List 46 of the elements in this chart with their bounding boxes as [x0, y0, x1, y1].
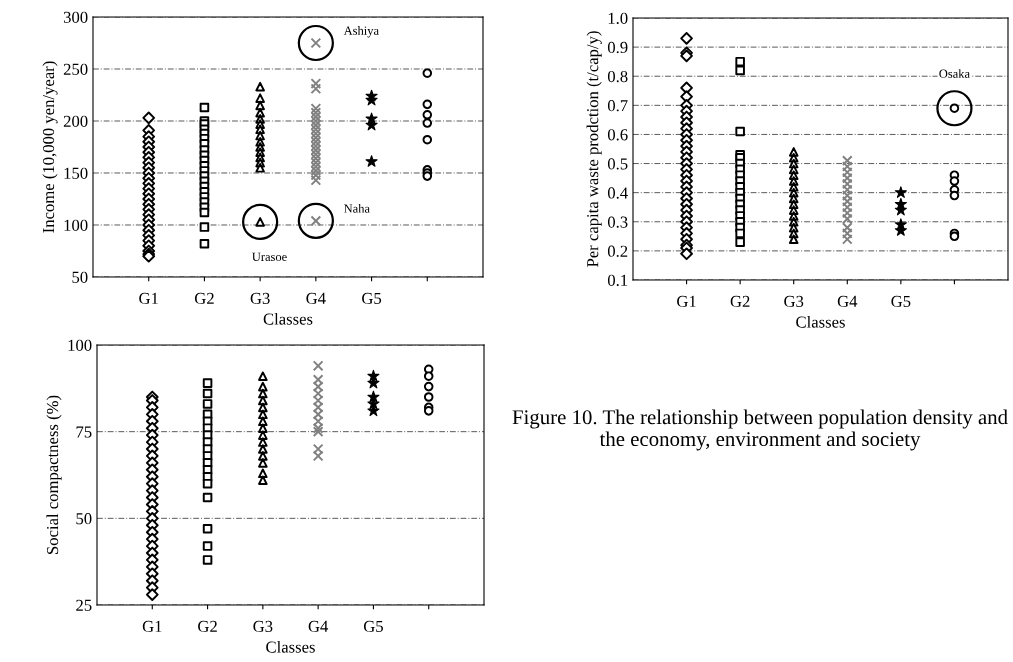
y-axis-title: Per capita waste prodction (t/cap/y) — [586, 31, 602, 267]
x-tick-label: G2 — [194, 292, 214, 305]
x-tick-label: G3 — [253, 620, 273, 633]
x-tick-label: G5 — [362, 292, 382, 305]
y-tick-label: 0.2 — [607, 245, 628, 257]
y-tick-label: 0.7 — [607, 100, 628, 112]
y-tick-label: 1.0 — [608, 12, 628, 25]
x-axis-title: Classes — [266, 640, 315, 653]
y-tick-label: 0.5 — [607, 158, 628, 170]
x-tick-label: G4 — [306, 292, 326, 305]
x-tick-label: G4 — [308, 620, 329, 633]
x-tick-label: G1 — [139, 292, 158, 305]
y-tick-label: 300 — [63, 11, 88, 23]
x-tick-label: G3 — [250, 292, 270, 305]
x-tick-label: G4 — [837, 295, 858, 308]
x-axis-title: Classes — [263, 312, 313, 325]
y-tick-label: 0.9 — [607, 41, 628, 54]
x-tick-label: G2 — [198, 620, 217, 633]
y-tick-label: 0.3 — [607, 216, 628, 228]
x-axis-title: Classes — [796, 315, 845, 328]
x-tick-label: G5 — [891, 295, 911, 308]
x-tick-label: G1 — [142, 620, 162, 633]
y-tick-label: 75 — [76, 426, 92, 438]
y-axis-title: Social compactness (%) — [46, 395, 62, 554]
y-tick-label: 0.6 — [607, 129, 628, 141]
annotation: Osaka — [939, 69, 970, 78]
y-tick-label: 0.1 — [607, 274, 628, 287]
y-tick-label: 150 — [64, 167, 88, 179]
y-tick-label: 100 — [64, 219, 88, 231]
x-tick-label: G2 — [730, 295, 750, 308]
y-tick-label: 0.8 — [607, 70, 628, 83]
x-tick-label: G3 — [784, 295, 804, 308]
y-tick-label: 250 — [63, 63, 88, 75]
y-tick-label: 0.4 — [607, 187, 628, 199]
annotation: Urasoe — [252, 252, 287, 262]
text: Figure 10. The relationship between population density and the economy, environment and society — [512, 409, 1008, 451]
annotation: Naha — [343, 203, 370, 213]
y-tick-label: 50 — [76, 513, 92, 525]
x-tick-label: G1 — [677, 295, 696, 308]
y-tick-label: 100 — [68, 339, 92, 351]
y-tick-label: 25 — [76, 599, 92, 611]
y-axis-title: Income (10,000 yen/year) — [42, 61, 58, 233]
y-tick-label: 50 — [72, 271, 88, 283]
x-tick-label: G5 — [363, 620, 383, 633]
annotation: Ashiya — [343, 26, 379, 38]
y-tick-label: 200 — [63, 115, 88, 127]
